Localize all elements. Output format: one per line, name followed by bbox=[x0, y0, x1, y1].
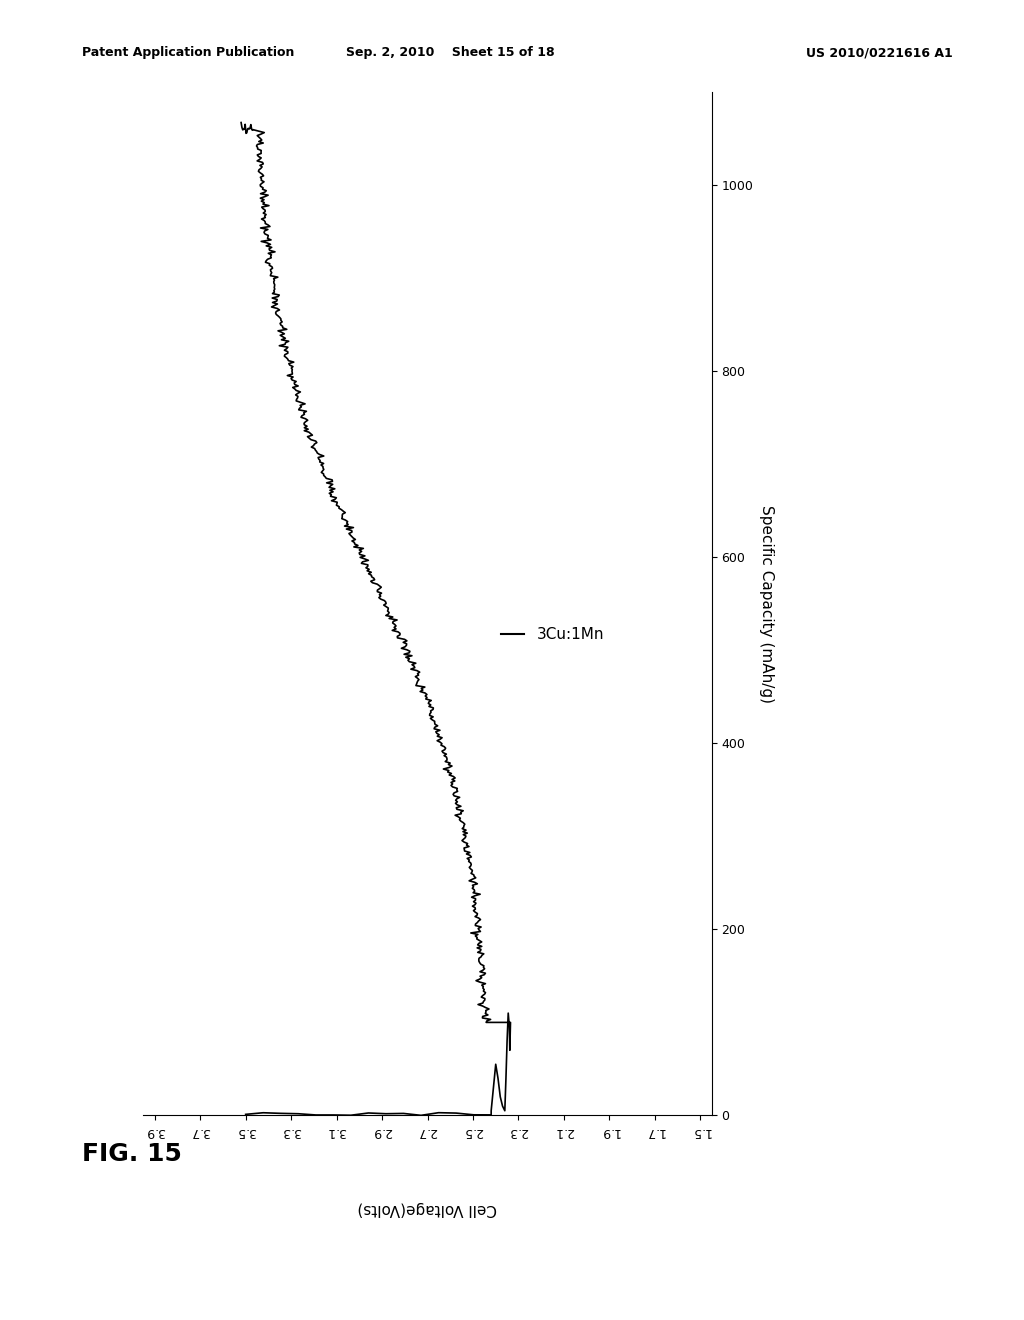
Text: FIG. 15: FIG. 15 bbox=[82, 1142, 182, 1166]
Text: Patent Application Publication: Patent Application Publication bbox=[82, 46, 294, 59]
Text: US 2010/0221616 A1: US 2010/0221616 A1 bbox=[806, 46, 952, 59]
X-axis label: Cell Voltage(Volts): Cell Voltage(Volts) bbox=[357, 1201, 498, 1216]
Legend: 3Cu:1Mn: 3Cu:1Mn bbox=[496, 620, 610, 648]
Text: Sep. 2, 2010    Sheet 15 of 18: Sep. 2, 2010 Sheet 15 of 18 bbox=[346, 46, 555, 59]
Y-axis label: Specific Capacity (mAh/g): Specific Capacity (mAh/g) bbox=[759, 504, 774, 702]
